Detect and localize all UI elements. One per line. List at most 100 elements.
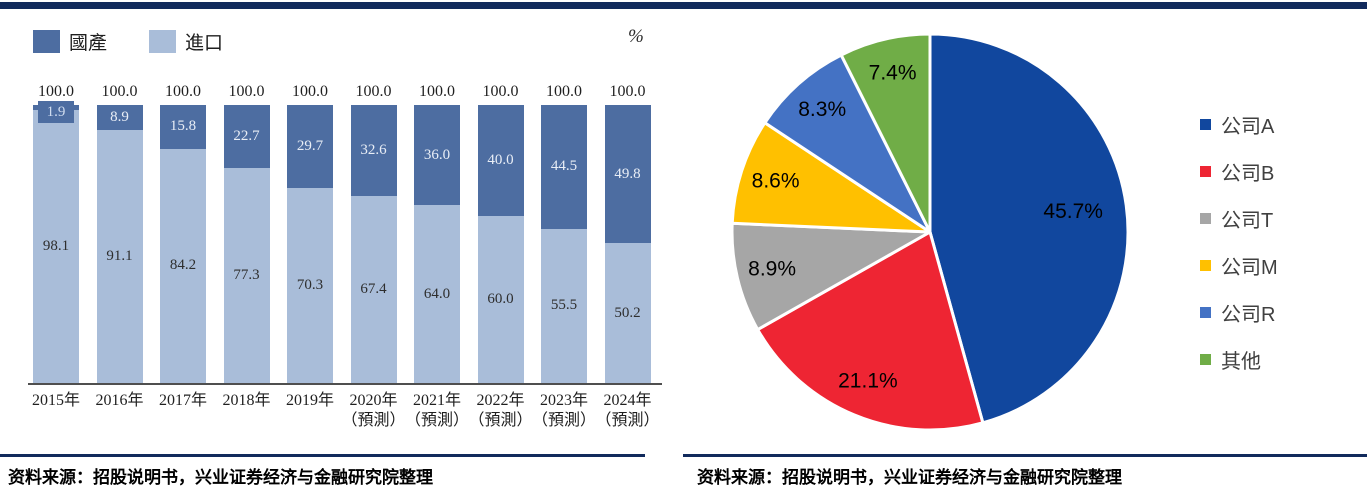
pie-legend-label: 公司A	[1221, 116, 1275, 138]
pie-legend-item: 公司M	[1200, 251, 1278, 280]
pie-chart-legend: 公司A 公司B 公司T 公司M 公司R 其他	[1200, 110, 1278, 392]
stacked-bar-plot: 100.0 1.9 98.1 100.0 8.9 91.1 100.0 15.8 84.2 100…	[28, 83, 660, 383]
x-axis-label: 2021年 （預測）	[404, 392, 469, 429]
bar-segment-import: 77.3	[223, 168, 270, 383]
bottom-divider-left	[0, 454, 645, 457]
pie-legend-label: 公司M	[1221, 257, 1278, 279]
pie-legend-marker	[1200, 354, 1211, 365]
bar-segment-import: 50.2	[604, 243, 651, 383]
bar-segment-domestic: 49.8	[604, 105, 651, 244]
bar-total-label: 100.0	[482, 83, 519, 100]
bar-segment-import: 70.3	[287, 187, 333, 383]
source-note-right: 资料来源：招股说明书，兴业证券经济与金融研究院整理	[697, 468, 1122, 487]
legend-swatch-import	[149, 30, 177, 53]
source-note-left: 资料来源：招股说明书，兴业证券经济与金融研究院整理	[8, 468, 433, 487]
legend-label: 進口	[185, 33, 224, 54]
pie-legend-marker	[1200, 307, 1211, 318]
top-divider-line	[0, 2, 1367, 9]
bar-segment-domestic: 8.9	[96, 105, 143, 130]
bar-2018年: 100.0 22.7 77.3	[223, 83, 270, 383]
pie-legend-item: 公司T	[1200, 204, 1278, 233]
x-axis-label: 2020年 （預測）	[341, 392, 406, 429]
x-axis-label: 2015年	[31, 392, 80, 409]
bar-total-label: 100.0	[546, 83, 582, 100]
bar-legend-item: 進口	[149, 28, 223, 55]
pie-slice-其他	[839, 32, 932, 234]
bar-2015年: 100.0 1.9 98.1	[33, 83, 79, 383]
bar-chart-panel: 國產 進口 % 100.0 1.9 98.1 100.0 8.9 91.1 100.0 15.8…	[0, 0, 683, 495]
pie-slice-公司B	[756, 230, 985, 432]
bar-callout-label: 1.9	[38, 101, 74, 123]
bar-2023年: 100.0 44.5 55.5	[541, 83, 587, 383]
bar-2020年: 100.0 32.6 67.4	[350, 83, 397, 383]
bar-total-label: 100.0	[101, 83, 138, 100]
bar-2016年: 100.0 8.9 91.1	[96, 83, 143, 383]
pie-value-label: 7.4%	[869, 62, 917, 85]
bottom-divider-right	[683, 454, 1367, 457]
x-axis-label: 2018年	[222, 392, 271, 409]
bar-2019年: 100.0 29.7 70.3	[287, 83, 333, 383]
pie-value-label: 8.6%	[752, 169, 800, 192]
bar-total-label: 100.0	[419, 83, 455, 100]
pie-legend-label: 其他	[1221, 351, 1261, 373]
pie-slice-公司T	[730, 221, 932, 332]
bar-segment-import: 60.0	[477, 216, 524, 383]
bar-segment-domestic: 15.8	[160, 105, 206, 149]
x-axis-label: 2016年	[95, 392, 144, 409]
bar-segment-domestic: 44.5	[541, 105, 587, 229]
bar-total-label: 100.0	[609, 83, 646, 100]
bar-2017年: 100.0 15.8 84.2	[160, 83, 206, 383]
bar-2021年: 100.0 36.0 64.0	[414, 83, 460, 383]
x-axis-label: 2023年 （預測）	[531, 392, 596, 429]
pie-legend-item: 公司B	[1200, 157, 1278, 186]
bar-segment-import: 84.2	[160, 148, 206, 383]
pie-legend-marker	[1200, 213, 1211, 224]
bar-segment-domestic: 22.7	[223, 105, 270, 169]
x-axis-label: 2024年 （預測）	[595, 392, 660, 429]
bar-total-label: 100.0	[165, 83, 201, 100]
bar-total-label: 100.0	[38, 83, 74, 100]
bar-segment-import: 91.1	[96, 129, 143, 383]
bar-segment-domestic: 36.0	[414, 105, 460, 206]
pie-value-label: 21.1%	[838, 370, 898, 393]
x-axis-label: 2017年	[158, 392, 207, 409]
bar-segment-domestic: 29.7	[287, 105, 333, 188]
bar-segment-import: 55.5	[541, 228, 587, 383]
y-axis-unit-label: %	[628, 26, 644, 47]
pie-value-label: 8.9%	[748, 257, 796, 280]
pie-chart-panel: 45.7% 21.1% 8.9% 8.6% 8.3% 7.4% 公司A 公司B 公司T 公司M 公…	[683, 0, 1367, 495]
pie-chart: 45.7% 21.1% 8.9% 8.6% 8.3% 7.4%	[730, 32, 1130, 432]
pie-legend-marker	[1200, 166, 1211, 177]
pie-legend-label: 公司R	[1221, 304, 1276, 326]
x-axis-label: 2019年	[285, 392, 334, 409]
bar-total-label: 100.0	[292, 83, 328, 100]
bar-2024年: 100.0 49.8 50.2	[604, 83, 651, 383]
legend-swatch-domestic	[33, 30, 60, 53]
pie-slice-公司A	[928, 32, 1130, 425]
bar-legend-item: 國產	[33, 28, 107, 55]
bar-segment-domestic: 32.6	[350, 105, 397, 196]
x-axis-line	[28, 383, 662, 385]
pie-legend-marker	[1200, 119, 1211, 130]
pie-legend-marker	[1200, 260, 1211, 271]
bar-segment-import: 98.1	[33, 110, 79, 383]
bar-2022年: 100.0 40.0 60.0	[477, 83, 524, 383]
pie-slice-公司R	[763, 53, 932, 234]
bar-chart-legend: 國產 進口	[33, 28, 265, 55]
bar-total-label: 100.0	[228, 83, 265, 100]
pie-value-label: 45.7%	[1043, 200, 1103, 223]
pie-slice-公司M	[730, 121, 932, 234]
pie-legend-item: 其他	[1200, 345, 1278, 374]
x-axis-label: 2022年 （預測）	[468, 392, 533, 429]
bar-segment-import: 64.0	[414, 205, 460, 383]
pie-value-label: 8.3%	[798, 98, 846, 121]
bar-total-label: 100.0	[355, 83, 392, 100]
pie-legend-label: 公司T	[1221, 210, 1274, 232]
pie-legend-item: 公司R	[1200, 298, 1278, 327]
pie-legend-item: 公司A	[1200, 110, 1278, 139]
bar-segment-import: 67.4	[350, 195, 397, 383]
bar-segment-domestic: 40.0	[477, 105, 524, 217]
pie-legend-label: 公司B	[1221, 163, 1275, 185]
legend-label: 國產	[69, 33, 108, 54]
